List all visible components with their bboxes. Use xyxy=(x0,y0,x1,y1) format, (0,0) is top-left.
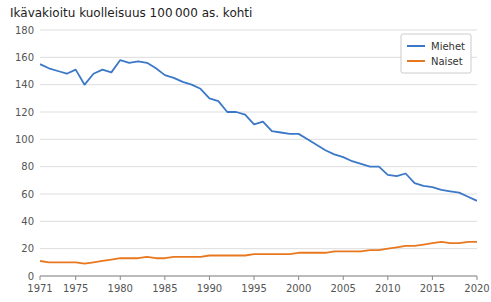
grid-line xyxy=(40,139,477,140)
grid-line xyxy=(40,30,477,31)
x-tick xyxy=(120,276,121,280)
y-tick-label: 20 xyxy=(21,243,34,254)
x-tick-label: 1995 xyxy=(241,283,266,294)
x-tick xyxy=(40,276,41,280)
y-tick-label: 180 xyxy=(15,25,34,36)
x-tick-label: 1971 xyxy=(27,283,52,294)
grid-line xyxy=(40,248,477,249)
y-tick-label: 0 xyxy=(28,271,34,282)
y-tick-label: 40 xyxy=(21,216,34,227)
legend-frame xyxy=(401,34,471,73)
x-tick xyxy=(477,276,478,280)
y-tick-label: 140 xyxy=(15,79,34,90)
x-tick xyxy=(164,276,165,280)
x-tick-label: 2010 xyxy=(375,283,400,294)
y-tick-label: 160 xyxy=(15,52,34,63)
series-line xyxy=(40,60,477,201)
x-axis-line xyxy=(40,276,477,277)
grid-line xyxy=(40,221,477,222)
grid-line xyxy=(40,194,477,195)
legend: Miehet Naiset xyxy=(401,34,471,73)
legend-swatch xyxy=(407,45,425,47)
grid-line xyxy=(40,112,477,113)
x-tick-label: 2000 xyxy=(286,283,311,294)
x-tick xyxy=(75,276,76,280)
y-tick-label: 60 xyxy=(21,189,34,200)
chart-svg: Ikävakioitu kuolleisuus 100 000 as. koht… xyxy=(0,0,491,302)
legend-label: Naiset xyxy=(431,56,463,67)
x-tick xyxy=(298,276,299,280)
x-tick xyxy=(254,276,255,280)
y-tick-label: 100 xyxy=(15,134,34,145)
legend-label: Miehet xyxy=(431,41,465,52)
x-tick xyxy=(343,276,344,280)
x-tick xyxy=(209,276,210,280)
x-tick xyxy=(432,276,433,280)
y-grid xyxy=(40,30,477,276)
x-tick-label: 2005 xyxy=(330,283,355,294)
y-tick-label: 80 xyxy=(21,161,34,172)
series-lines xyxy=(40,60,477,264)
x-tick xyxy=(387,276,388,280)
grid-line xyxy=(40,166,477,167)
series-line xyxy=(40,242,477,264)
legend-swatch xyxy=(407,60,425,62)
chart-container: Ikävakioitu kuolleisuus 100 000 as. koht… xyxy=(0,0,491,302)
x-tick-label: 1990 xyxy=(197,283,222,294)
x-tick-label: 2015 xyxy=(420,283,445,294)
x-tick-label: 1975 xyxy=(63,283,88,294)
grid-line xyxy=(40,84,477,85)
title: Ikävakioitu kuolleisuus 100 000 as. koht… xyxy=(10,6,252,20)
x-tick-label: 1985 xyxy=(152,283,177,294)
x-tick-label: 1980 xyxy=(108,283,133,294)
x-tick-label: 2020 xyxy=(464,283,489,294)
grid-line xyxy=(40,276,477,277)
y-tick-label: 120 xyxy=(15,107,34,118)
